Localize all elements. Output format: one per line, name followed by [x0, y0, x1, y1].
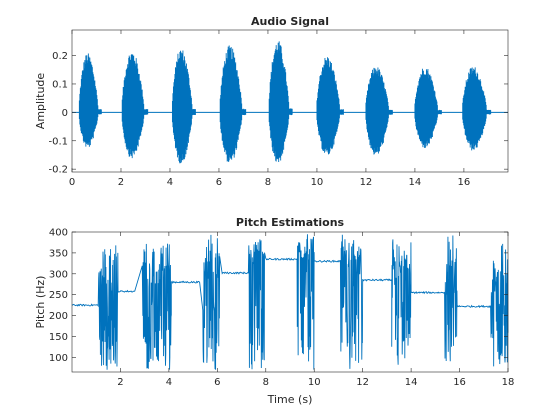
- audio-signal-ytick-label: 0.2: [52, 51, 68, 62]
- pitch-ylabel: Pitch (Hz): [34, 276, 47, 329]
- audio-signal-burst: [268, 41, 293, 163]
- pitch-xtick-label: 18: [502, 377, 515, 388]
- pitch-frame: [71, 231, 509, 373]
- audio-signal-frame: [71, 29, 509, 173]
- pitch-xtick-label: 8: [263, 377, 269, 388]
- audio-signal-xtick-label: 0: [69, 177, 75, 188]
- audio-signal-plot: [72, 41, 508, 164]
- pitch-ytick-label: 350: [49, 248, 68, 259]
- audio-signal-burst: [121, 54, 149, 159]
- pitch-xtick-label: 12: [356, 377, 369, 388]
- audio-signal-burst: [365, 67, 393, 155]
- audio-signal-ylabel: Amplitude: [34, 73, 47, 130]
- pitch-xtick-label: 2: [117, 377, 123, 388]
- audio-signal-xtick-label: 12: [360, 177, 373, 188]
- audio-signal-title: Audio Signal: [251, 15, 329, 28]
- pitch-xtick-label: 6: [214, 377, 220, 388]
- audio-signal-xtick-label: 6: [216, 177, 222, 188]
- pitch-ytick-label: 200: [49, 311, 68, 322]
- audio-signal-burst: [462, 67, 492, 151]
- pitch-xtick-label: 10: [308, 377, 321, 388]
- pitch-xtick-label: 16: [453, 377, 466, 388]
- pitch-xlabel: Time (s): [267, 393, 313, 406]
- audio-signal-ticks: 0 2 4 6 8 10 12 14 16 -0.2 -0.1 0 0.1 0.2: [48, 30, 508, 188]
- pitch-ytick-label: 300: [49, 269, 68, 280]
- pitch-ticks: 2 4 6 8 10 12 14 16 18 100 150 200 250 300 350 400: [49, 228, 514, 389]
- audio-signal-axes: Audio Signal Amplitude 0 2 4 6 8 10 12 14 16 -0.2…: [34, 15, 509, 188]
- pitch-xtick-label: 4: [166, 377, 172, 388]
- audio-signal-burst: [219, 45, 247, 162]
- audio-signal-xtick-label: 10: [311, 177, 324, 188]
- pitch-ytick-label: 400: [49, 228, 68, 239]
- pitch-ytick-label: 250: [49, 290, 68, 301]
- audio-signal-burst: [414, 68, 442, 148]
- audio-signal-burst: [78, 53, 102, 147]
- audio-signal-xtick-label: 4: [167, 177, 173, 188]
- audio-signal-ytick-label: -0.2: [48, 165, 68, 176]
- audio-signal-xtick-label: 16: [458, 177, 471, 188]
- pitch-xtick-label: 14: [405, 377, 418, 388]
- pitch-axes: Pitch Estimations Pitch (Hz) Time (s) 2 4…: [34, 216, 514, 406]
- audio-signal-xtick-label: 2: [118, 177, 124, 188]
- pitch-title: Pitch Estimations: [236, 216, 345, 229]
- audio-signal-burst: [316, 57, 344, 155]
- pitch-ytick-label: 150: [49, 332, 68, 343]
- audio-signal-ytick-label: -0.1: [48, 136, 68, 147]
- audio-signal-ytick-label: 0: [62, 108, 68, 119]
- audio-signal-xtick-label: 14: [409, 177, 422, 188]
- pitch-line: [71, 234, 509, 370]
- pitch-ytick-label: 100: [49, 353, 68, 364]
- pitch-plot: [71, 234, 509, 370]
- audio-signal-burst: [171, 50, 196, 164]
- audio-signal-ytick-label: 0.1: [52, 79, 68, 90]
- audio-signal-xtick-label: 8: [265, 177, 271, 188]
